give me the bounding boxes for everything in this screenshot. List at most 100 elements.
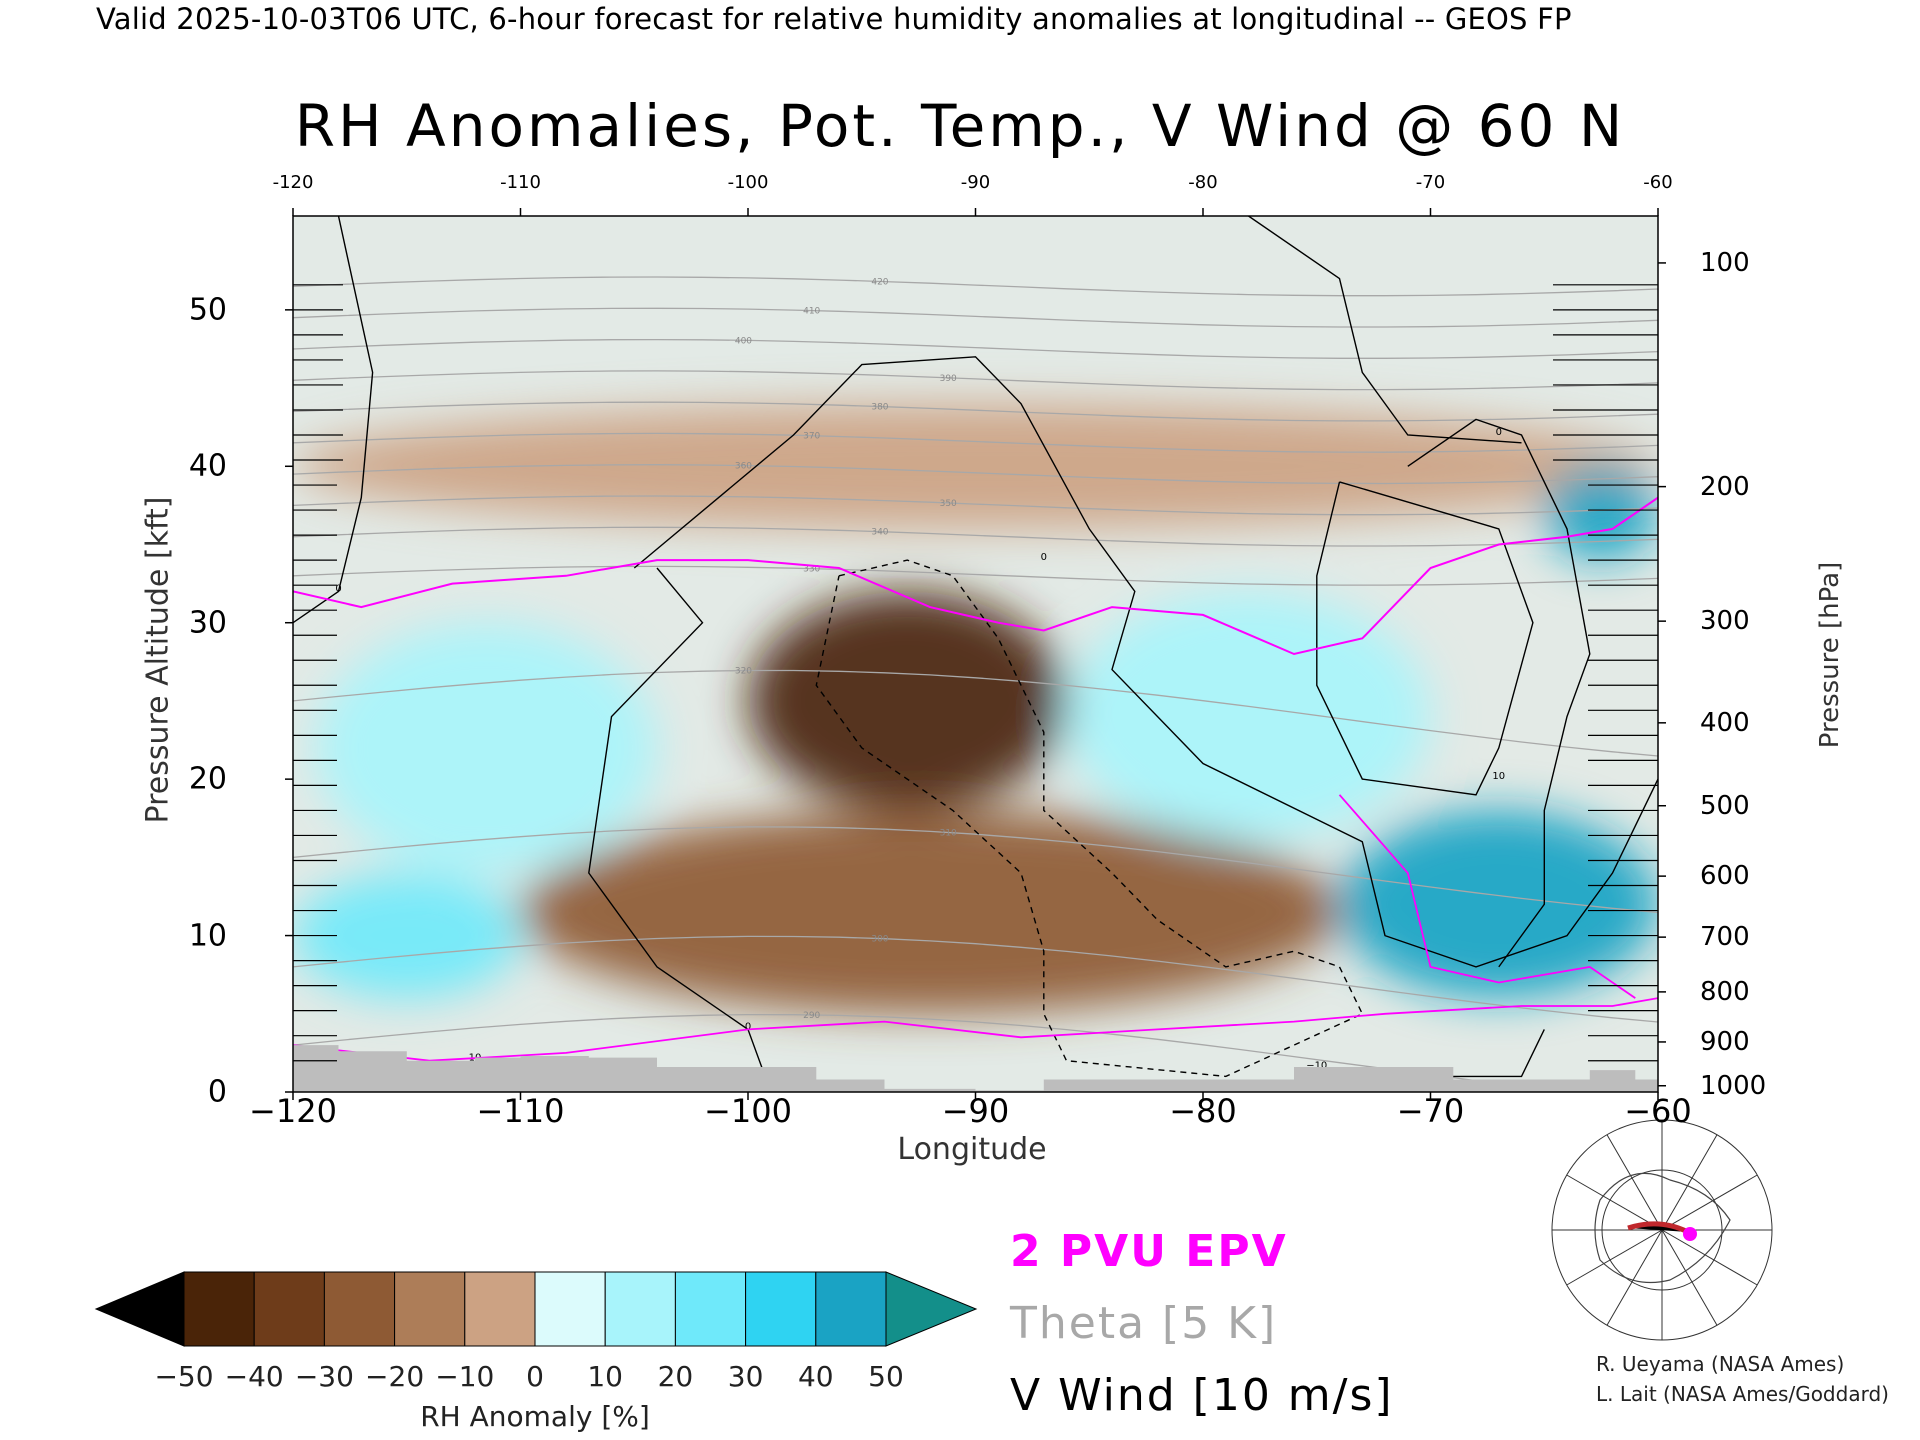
credit-line-2: L. Lait (NASA Ames/Goddard) [1596, 1382, 1889, 1406]
colorbar-tick-label: 30 [727, 1360, 764, 1393]
theta-contour-label: 400 [735, 336, 752, 346]
x-tick-label: −60 [1624, 1092, 1692, 1130]
colorbar-tick-label: −20 [365, 1360, 425, 1393]
minimap-cross-section-line [1627, 1221, 1690, 1235]
theta-contour-line [293, 565, 1658, 586]
v-wind-contour-line [1316, 481, 1534, 796]
v-wind-contour-label: 0 [335, 583, 341, 594]
colorbar-bin [464, 1271, 536, 1347]
y-tick-label: 50 [188, 292, 227, 328]
colorbar-bin [534, 1271, 606, 1347]
y-axis-label-left: Pressure Altitude [kft] [140, 496, 176, 824]
y-tick-label-right: 100 [1700, 247, 1750, 278]
y-tick-label-right: 300 [1700, 606, 1750, 637]
credit-line-1: R. Ueyama (NASA Ames) [1596, 1352, 1845, 1376]
colorbar-tick-label: −10 [435, 1360, 495, 1393]
x-tick-label-top: -70 [1415, 172, 1446, 193]
colorbar-tick-label: −40 [224, 1360, 284, 1393]
minimap-endpoint-marker [1683, 1227, 1697, 1241]
theta-contour-label: 310 [940, 828, 957, 838]
theta-contour-label: 290 [803, 1011, 820, 1021]
theta-contour-label: 350 [940, 499, 957, 509]
minimap-meridian [1566, 1174, 1663, 1231]
theta-contour-line [293, 826, 1658, 914]
v-wind-contour-label: 10 [1492, 771, 1505, 782]
wind-barb-markers [293, 284, 1658, 1062]
theta-contour-label: 340 [871, 528, 888, 538]
x-tick-label-top: -60 [1643, 172, 1673, 193]
theta-contour-line [293, 370, 1658, 391]
theta-contour-label: 370 [803, 432, 820, 442]
x-tick-label: −120 [249, 1092, 337, 1130]
v-wind-contour-line [633, 356, 1658, 968]
theta-contour-line [293, 669, 1658, 757]
colorbar-low-extend [94, 1271, 185, 1347]
y-tick-label: 40 [188, 448, 227, 484]
legend-epv: 2 PVU EPV [1010, 1226, 1288, 1277]
minimap-meridian [1606, 1229, 1663, 1326]
x-tick-label-top: -90 [960, 172, 991, 193]
legend-theta: Theta [5 K] [1010, 1298, 1278, 1349]
theta-contour-line [293, 464, 1658, 485]
theta-contour-line [293, 935, 1658, 1023]
minimap-meridian [1661, 1174, 1758, 1231]
plot-area: 290 300 310 320 330 340 350 360 370 380 390 400 410 4… [293, 216, 1658, 1092]
x-tick-label-top: -120 [272, 172, 314, 193]
colorbar-bin [394, 1271, 466, 1347]
theta-contour-line [293, 526, 1658, 547]
colorbar-tick-label: 50 [868, 1360, 904, 1393]
y-tick-label-right: 200 [1700, 471, 1750, 502]
minimap-meridian [1661, 1134, 1718, 1231]
theta-contour-label: 380 [871, 403, 888, 413]
minimap-meridian [1661, 1229, 1758, 1286]
y-tick-label-right: 1000 [1700, 1070, 1767, 1101]
x-tick-label: −90 [941, 1092, 1010, 1130]
y-tick-label: 20 [188, 761, 227, 797]
v-wind-contour-label: 0 [1041, 552, 1047, 563]
theta-contour-label: 320 [735, 667, 752, 677]
y-tick-label-right: 600 [1700, 861, 1750, 892]
colorbar-tick-label: −50 [154, 1360, 214, 1393]
colorbar-label: RH Anomaly [%] [420, 1400, 650, 1433]
theta-contour-label: 410 [803, 307, 820, 317]
minimap-meridian [1661, 1229, 1718, 1326]
x-tick-label-top: -100 [727, 172, 769, 193]
v-wind-negative-contour [815, 559, 1364, 1078]
v-wind-contour-label: 0 [745, 1021, 751, 1032]
v-wind-contour-label: 0 [1496, 427, 1502, 438]
rh-region [520, 810, 1340, 1014]
v-wind-contour-label: −10 [1306, 1061, 1327, 1072]
rh-region [748, 591, 1067, 811]
x-axis-label: Longitude [897, 1132, 1047, 1167]
theta-contour-line [293, 401, 1658, 422]
epv-2pvu-lower-line [293, 997, 1658, 1062]
y-tick-label: 0 [207, 1074, 227, 1110]
epv-2pvu-loop [1338, 794, 1636, 999]
colorbar-bin [253, 1271, 325, 1347]
x-tick-label-top: -80 [1188, 172, 1218, 193]
colorbar-tick-label: 40 [797, 1360, 834, 1393]
colorbar-bin [815, 1271, 887, 1347]
v-wind-contour-line [1407, 418, 1591, 968]
rh-anomaly-field [293, 403, 1658, 1014]
v-wind-contour-line [1248, 216, 1522, 444]
y-tick-label-right: 700 [1700, 922, 1750, 953]
legend-v-wind: V Wind [10 m/s] [1010, 1370, 1394, 1421]
colorbar-bin [745, 1271, 817, 1347]
colorbar [94, 1271, 978, 1347]
colorbar-tick-label: 10 [587, 1360, 624, 1393]
axis-ticks [285, 208, 1666, 1100]
minimap-meridian [1566, 1229, 1663, 1286]
rh-region [293, 403, 1658, 529]
minimap-frame [1551, 1119, 1773, 1341]
x-tick-label: −110 [476, 1092, 565, 1130]
rh-region [293, 873, 521, 999]
theta-contour-line [293, 338, 1658, 359]
header-valid-time: Valid 2025-10-03T06 UTC, 6-hour forecast… [96, 2, 1572, 36]
minimap-landmass [1594, 1172, 1731, 1284]
epv-2pvu-line [293, 496, 1658, 656]
theta-contour-label: 360 [735, 461, 752, 471]
colorbar-high-extend [885, 1271, 978, 1347]
x-tick-label: −70 [1396, 1092, 1465, 1130]
